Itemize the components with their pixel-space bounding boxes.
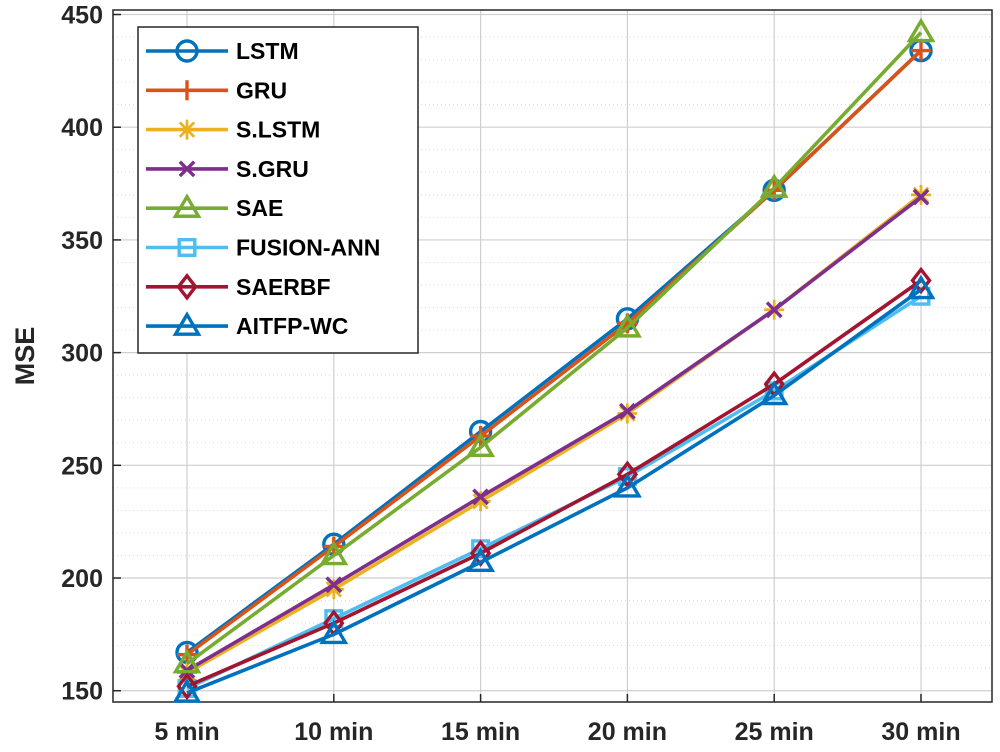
y-tick-label: 400 xyxy=(61,114,103,142)
legend-item-fusion-ann: FUSION-ANN xyxy=(146,235,380,261)
data-point-sae xyxy=(319,540,349,566)
legend-label: SAERBF xyxy=(236,274,331,300)
data-point-sae xyxy=(466,432,496,458)
legend-label: FUSION-ANN xyxy=(236,235,380,261)
x-tick-label: 15 min xyxy=(441,718,520,746)
data-point-s-gru xyxy=(325,576,343,594)
data-point-aitfp-wc xyxy=(319,619,349,645)
data-point-aitfp-wc xyxy=(466,547,496,572)
legend-label: LSTM xyxy=(236,38,299,64)
data-point-sae xyxy=(172,648,202,674)
legend-item-lstm: LSTM xyxy=(146,38,299,64)
series-sae xyxy=(172,17,936,674)
data-point-s-gru xyxy=(472,488,490,506)
y-tick-label: 250 xyxy=(61,452,103,480)
y-tick-label: 150 xyxy=(61,678,103,706)
series-line-aitfp-wc xyxy=(186,288,923,695)
legend-marker xyxy=(175,39,199,63)
legend-item-sae: SAE xyxy=(146,193,283,221)
data-point-sae xyxy=(906,17,936,43)
legend-label: SAE xyxy=(236,195,283,221)
series-line-s-gru xyxy=(186,195,923,672)
legend-item-s-gru: S.GRU xyxy=(146,156,309,182)
y-tick-label: 300 xyxy=(61,340,103,368)
data-point-s-lstm xyxy=(323,579,344,600)
data-point-sae xyxy=(612,312,642,338)
x-tick-label: 30 min xyxy=(881,718,960,746)
legend-marker xyxy=(178,160,196,178)
data-point-aitfp-wc xyxy=(172,678,202,703)
data-point-saerbf xyxy=(616,460,639,489)
data-point-s-lstm xyxy=(470,491,491,512)
y-axis-label: MSE xyxy=(10,327,40,386)
plot-area-frame xyxy=(112,9,993,703)
series-s-gru xyxy=(178,188,930,679)
legend-item-aitfp-wc: AITFP-WC xyxy=(146,311,348,339)
legend-marker xyxy=(177,80,197,101)
data-point-aitfp-wc xyxy=(612,473,642,498)
series-line-fusion-ann xyxy=(186,294,922,691)
series-line-sae xyxy=(185,31,923,666)
series-aitfp-wc xyxy=(172,274,936,703)
legend: LSTM GRU S.LSTM S.GRU SAE FUSION-ANN SAERBF AIT… xyxy=(137,26,419,354)
legend-item-saerbf: SAERBF xyxy=(146,273,331,301)
data-point-s-gru xyxy=(618,402,636,420)
data-point-aitfp-wc xyxy=(759,380,789,406)
x-tick-label: 5 min xyxy=(154,718,219,746)
data-point-s-gru xyxy=(765,301,783,319)
x-tick-label: 20 min xyxy=(588,718,667,746)
legend-marker xyxy=(172,311,202,336)
data-point-sae xyxy=(759,173,789,198)
legend-marker xyxy=(172,193,202,218)
y-tick-label: 450 xyxy=(61,2,103,30)
data-point-s-gru xyxy=(912,188,930,206)
legend-box xyxy=(137,26,419,354)
legend-label: GRU xyxy=(236,77,287,103)
y-tick-label: 200 xyxy=(61,565,103,593)
x-tick-label: 10 min xyxy=(294,718,373,746)
legend-marker xyxy=(177,119,197,140)
series-line-gru xyxy=(185,49,923,657)
data-point-saerbf xyxy=(176,672,198,701)
legend-marker xyxy=(177,237,197,257)
axes: 150 200 250 300 350 400 450 5 min 10 min 15 min 20… xyxy=(61,2,960,746)
data-point-gru xyxy=(911,40,931,61)
series-lines xyxy=(172,17,936,703)
legend-label: AITFP-WC xyxy=(236,313,348,339)
legend-label: S.LSTM xyxy=(236,117,320,143)
series-line-saerbf xyxy=(186,279,923,688)
legend-marker xyxy=(176,273,198,301)
legend-item-gru: GRU xyxy=(146,77,287,103)
y-tick-label: 350 xyxy=(61,227,103,255)
x-tick-label: 25 min xyxy=(735,718,814,746)
legend-item-s-lstm: S.LSTM xyxy=(146,117,320,143)
legend-label: S.GRU xyxy=(236,156,309,182)
data-point-aitfp-wc xyxy=(906,274,936,300)
